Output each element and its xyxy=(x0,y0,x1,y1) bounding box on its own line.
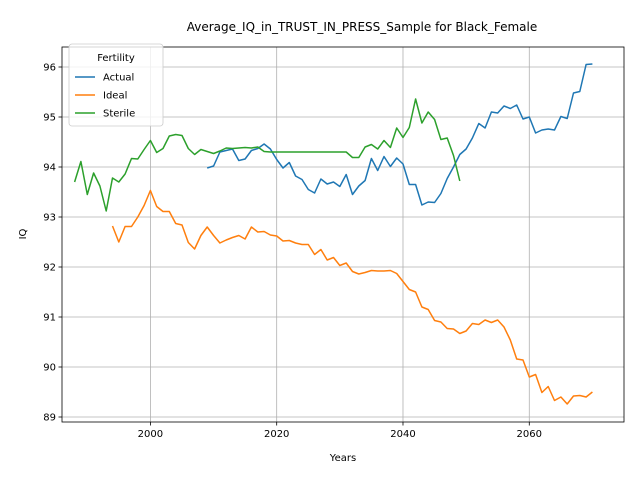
plot-frame xyxy=(61,46,625,423)
series-line-ideal xyxy=(111,189,593,405)
series-line-actual xyxy=(206,63,593,206)
legend: Fertility Actual Ideal Sterile xyxy=(68,43,164,127)
legend-label-actual: Actual xyxy=(103,73,134,84)
y-tick-label: 94 xyxy=(43,163,56,174)
x-tick-label: 2000 xyxy=(138,429,163,440)
x-axis-label: Years xyxy=(329,453,356,464)
y-tick-label: 89 xyxy=(43,413,56,424)
y-tick-label: 91 xyxy=(43,313,56,324)
axis-ticks: 2000 2020 2040 2060 89 90 91 92 93 94 95 96 xyxy=(43,63,542,441)
legend-title: Fertility xyxy=(97,53,135,64)
grid xyxy=(62,47,624,422)
chart-title: Average_IQ_in_TRUST_IN_PRESS_Sample for … xyxy=(187,20,537,34)
y-tick-label: 93 xyxy=(43,213,56,224)
x-tick-label: 2020 xyxy=(264,429,289,440)
legend-label-sterile: Sterile xyxy=(103,109,135,120)
x-tick-label: 2060 xyxy=(517,429,542,440)
y-axis-label: IQ xyxy=(18,228,29,239)
y-tick-label: 90 xyxy=(43,363,56,374)
x-tick-label: 2040 xyxy=(390,429,415,440)
series-line-sterile xyxy=(73,98,461,212)
legend-label-ideal: Ideal xyxy=(103,91,127,102)
y-tick-label: 96 xyxy=(43,63,56,74)
series-lines xyxy=(73,63,593,405)
legend-box xyxy=(68,43,164,127)
y-tick-label: 92 xyxy=(43,263,56,274)
y-tick-label: 95 xyxy=(43,113,56,124)
